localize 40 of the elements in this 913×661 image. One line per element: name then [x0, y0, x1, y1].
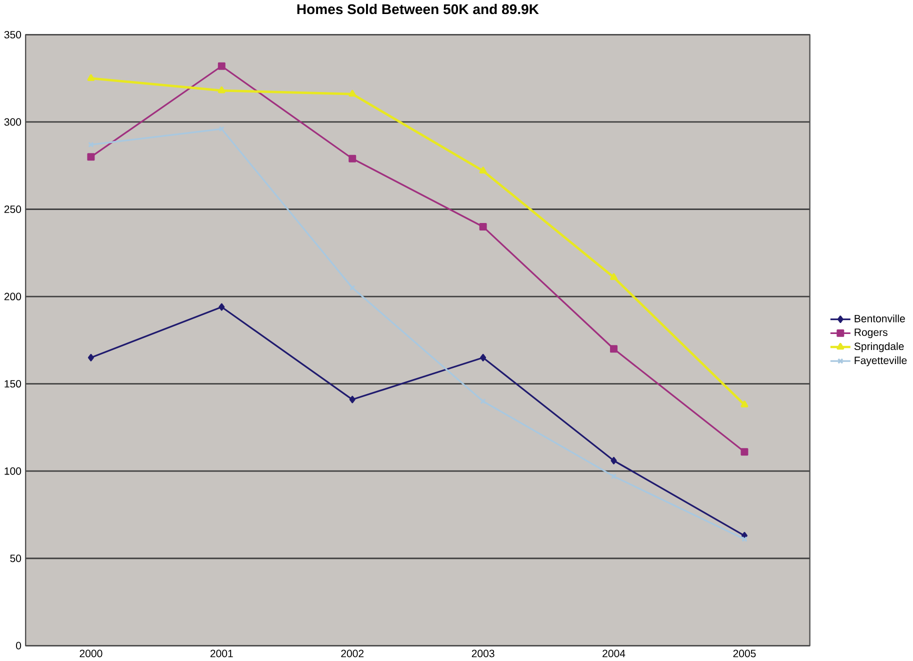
x-tick-label: 2002	[341, 650, 364, 658]
legend-label: Fayetteville	[854, 356, 907, 366]
y-tick-label: 300	[4, 118, 22, 126]
point	[740, 400, 748, 408]
point	[87, 153, 95, 161]
point	[610, 456, 617, 464]
point	[479, 222, 487, 230]
point	[610, 473, 617, 480]
y-tick-label: 50	[10, 554, 22, 562]
y-tick-label: 350	[4, 30, 22, 38]
legend-label: Springdale	[854, 342, 904, 352]
legend-label: Rogers	[854, 328, 888, 338]
point	[610, 345, 618, 353]
y-tick-label: 0	[16, 642, 22, 650]
x-tick-label: 2004	[602, 650, 626, 658]
chart-title: Homes Sold Between 50K and 89.9K	[297, 4, 539, 14]
x-tick-label: 2000	[80, 650, 102, 658]
point	[480, 354, 486, 362]
point	[610, 273, 618, 280]
point	[218, 86, 226, 94]
point	[349, 396, 356, 404]
point	[479, 166, 487, 174]
y-tick-label: 100	[4, 467, 22, 475]
legend-label: Bentonville	[854, 314, 905, 322]
point	[740, 448, 748, 456]
y-tick-label: 150	[4, 380, 22, 388]
point	[218, 126, 225, 132]
point	[348, 154, 356, 162]
x-tick-label: 2003	[472, 650, 494, 658]
point	[218, 62, 226, 70]
y-tick-label: 200	[4, 292, 22, 300]
x-tick-label: 2001	[210, 650, 233, 658]
point	[348, 90, 356, 97]
point	[218, 303, 225, 311]
point	[88, 354, 94, 362]
point	[349, 284, 356, 291]
point	[87, 74, 95, 81]
x-tick-label: 2005	[733, 650, 756, 658]
y-tick-label: 250	[4, 205, 22, 213]
point	[480, 398, 486, 404]
